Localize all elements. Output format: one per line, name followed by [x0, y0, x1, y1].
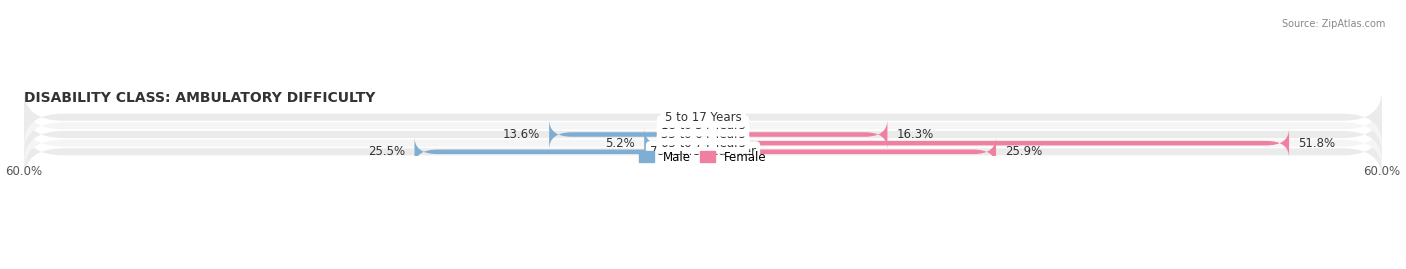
- FancyBboxPatch shape: [24, 108, 1382, 161]
- FancyBboxPatch shape: [415, 137, 703, 167]
- Text: 0.0%: 0.0%: [713, 119, 742, 132]
- Text: 13.6%: 13.6%: [503, 128, 540, 141]
- Text: 5.2%: 5.2%: [606, 137, 636, 150]
- Text: 16.3%: 16.3%: [897, 128, 934, 141]
- FancyBboxPatch shape: [703, 128, 1289, 158]
- FancyBboxPatch shape: [550, 119, 703, 150]
- FancyBboxPatch shape: [24, 90, 1382, 144]
- Text: 0.0%: 0.0%: [664, 111, 693, 124]
- Text: DISABILITY CLASS: AMBULATORY DIFFICULTY: DISABILITY CLASS: AMBULATORY DIFFICULTY: [24, 91, 375, 105]
- FancyBboxPatch shape: [24, 99, 1382, 153]
- FancyBboxPatch shape: [24, 125, 1382, 179]
- Text: 25.9%: 25.9%: [1005, 145, 1042, 158]
- FancyBboxPatch shape: [644, 128, 703, 158]
- Text: 75 Years and over: 75 Years and over: [650, 145, 756, 158]
- FancyBboxPatch shape: [686, 107, 711, 128]
- FancyBboxPatch shape: [703, 119, 887, 150]
- Text: 18 to 34 Years: 18 to 34 Years: [661, 119, 745, 132]
- Text: 35 to 64 Years: 35 to 64 Years: [661, 128, 745, 141]
- Text: 0.0%: 0.0%: [713, 111, 742, 124]
- Text: 51.8%: 51.8%: [1298, 137, 1336, 150]
- Text: 5 to 17 Years: 5 to 17 Years: [665, 111, 741, 124]
- FancyBboxPatch shape: [686, 115, 711, 137]
- FancyBboxPatch shape: [24, 116, 1382, 170]
- FancyBboxPatch shape: [695, 115, 720, 137]
- Text: 25.5%: 25.5%: [368, 145, 405, 158]
- Text: Source: ZipAtlas.com: Source: ZipAtlas.com: [1281, 19, 1385, 29]
- FancyBboxPatch shape: [695, 107, 720, 128]
- Legend: Male, Female: Male, Female: [634, 146, 772, 168]
- Text: 65 to 74 Years: 65 to 74 Years: [661, 137, 745, 150]
- Text: 0.0%: 0.0%: [664, 119, 693, 132]
- FancyBboxPatch shape: [703, 137, 995, 167]
